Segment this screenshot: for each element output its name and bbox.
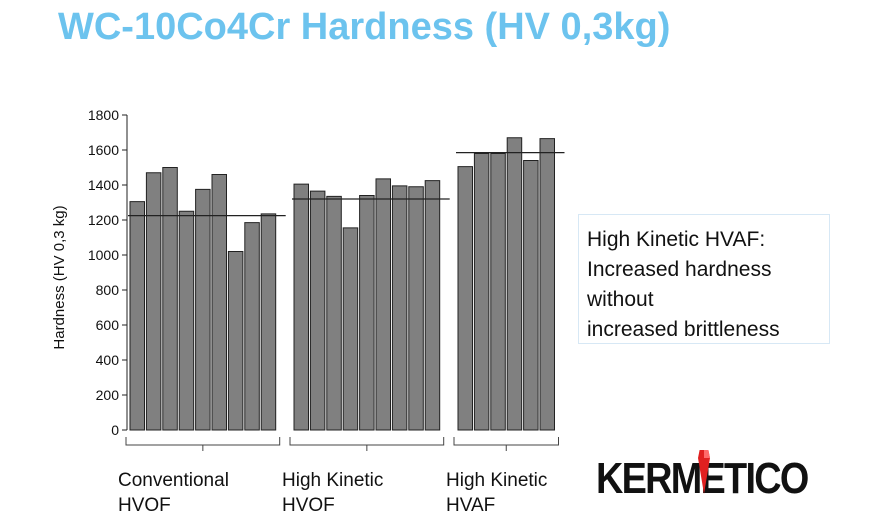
bar (473, 153, 490, 431)
y-tick-label: 1600 (88, 142, 119, 158)
y-tick-label: 800 (96, 282, 120, 298)
y-tick-label: 1400 (88, 177, 119, 193)
bar (244, 222, 260, 431)
bar (408, 186, 424, 431)
bar (490, 153, 506, 431)
chart-title: WC-10Co4Cr Hardness (HV 0,3kg) (58, 6, 671, 48)
annotation-box: High Kinetic HVAF: Increased hardness wi… (578, 214, 830, 344)
group-bracket (453, 437, 559, 446)
y-tick-label: 600 (96, 317, 120, 333)
bar (523, 160, 539, 431)
bar (342, 227, 359, 431)
y-tick-label: 1200 (88, 212, 119, 228)
bar (227, 251, 244, 431)
bar (457, 166, 473, 431)
bar (145, 172, 162, 431)
group-label: HVOF (118, 495, 171, 516)
annotation-line: increased brittleness (587, 318, 780, 341)
bar (506, 137, 523, 431)
logo-diamond-icon (698, 450, 710, 494)
group-label: High Kinetic (282, 470, 383, 491)
y-tick-label: 200 (96, 387, 120, 403)
bar (293, 183, 309, 431)
bar (260, 213, 277, 431)
bar (375, 178, 391, 431)
annotation-line: without (587, 288, 654, 311)
bar (359, 195, 375, 431)
group-label: Conventional (118, 470, 229, 491)
bar (129, 201, 145, 431)
y-tick-label: 0 (111, 422, 119, 438)
bar (195, 188, 211, 431)
group-label: HVAF (446, 495, 495, 516)
y-tick-label: 1800 (88, 107, 119, 123)
group-bracket (289, 437, 445, 446)
y-tick-label: 1000 (88, 247, 119, 263)
group-label: High Kinetic (446, 470, 547, 491)
group-label: HVOF (282, 495, 335, 516)
bar (391, 185, 408, 431)
kermetico-logo: KERMETICO (596, 450, 832, 508)
bar (539, 138, 555, 431)
y-axis-title: Hardness (HV 0,3 kg) (51, 205, 68, 349)
bar (309, 190, 326, 431)
annotation-line: High Kinetic HVAF: (587, 228, 766, 251)
annotation-line: Increased hardness (587, 258, 772, 281)
bar (178, 210, 195, 431)
bar (211, 174, 227, 431)
y-tick-label: 400 (96, 352, 120, 368)
bar (162, 167, 178, 431)
bar (326, 195, 342, 431)
bar (424, 180, 441, 431)
group-bracket (125, 437, 281, 446)
